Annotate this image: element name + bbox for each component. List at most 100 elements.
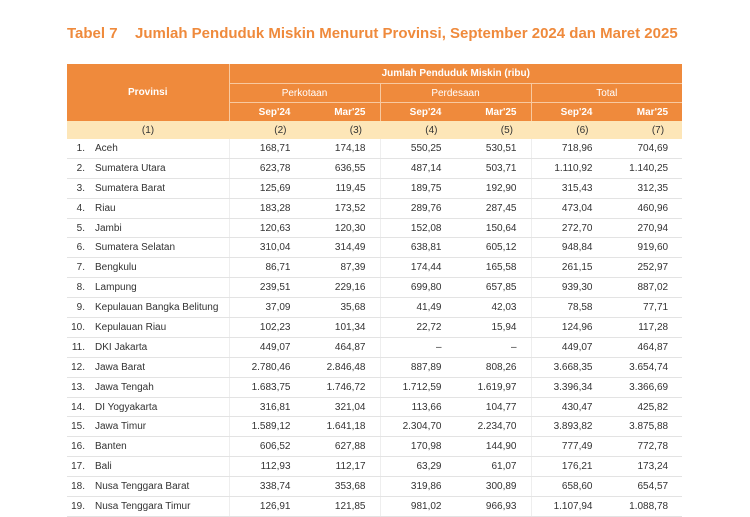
cell-total-mar25: 425,82 [606,397,683,418]
cell-total-mar25: 312,35 [606,178,683,199]
cell-perkotaan-sep24: 310,04 [228,237,305,259]
cell-total-sep24: 777,49 [530,436,607,458]
cell-total-mar25: 772,78 [606,436,683,458]
cell-total-sep24: 3.396,34 [530,377,607,398]
cell-perkotaan-sep24: 239,51 [228,277,305,299]
row-number: 6. [67,237,95,259]
cell-perdesaan-sep24: 2.304,70 [379,416,456,438]
province-name: DI Yogyakarta [95,397,229,418]
cell-total-mar25: 173,24 [606,456,683,478]
cell-perdesaan-mar25: – [455,337,531,358]
cell-perkotaan-sep24: 183,28 [228,198,305,219]
cell-total-sep24: 176,21 [530,456,607,478]
cell-perkotaan-sep24: 168,71 [228,139,305,159]
cell-perkotaan-mar25: 353,68 [304,476,380,498]
row-number: 8. [67,277,95,299]
cell-perdesaan-mar25: 605,12 [455,237,531,259]
cell-perkotaan-mar25: 314,49 [304,237,380,259]
cell-perkotaan-mar25: 120,30 [304,218,380,239]
cell-perkotaan-mar25: 112,17 [304,456,380,478]
cell-perkotaan-mar25: 87,39 [304,257,380,279]
cell-perdesaan-mar25: 144,90 [455,436,531,458]
cell-perdesaan-mar25: 150,64 [455,218,531,239]
cell-perkotaan-sep24: 316,81 [228,397,305,418]
cell-total-sep24: 1.110,92 [530,158,607,179]
table-row: 6. Sumatera Selatan 310,04 314,49 638,81 605,… [67,237,683,259]
table-row: 11. DKI Jakarta 449,07 464,87– –449,07 464,87 [67,337,683,358]
cell-total-mar25: 1.140,25 [606,158,683,179]
cell-perdesaan-mar25: 287,45 [455,198,531,219]
row-number: 2. [67,158,95,179]
cell-perdesaan-sep24: 189,75 [379,178,456,199]
cell-perdesaan-sep24: 41,49 [379,297,456,319]
province-name: Bali [95,456,229,478]
table-row: 2. Sumatera Utara 623,78 636,55 487,14 503,71… [67,158,683,179]
header-period: Sep'24 [379,102,456,121]
cell-perdesaan-mar25: 192,90 [455,178,531,199]
cell-perkotaan-mar25: 321,04 [304,397,380,418]
row-number: 3. [67,178,95,199]
cell-total-mar25: 117,28 [606,317,683,338]
cell-perkotaan-mar25: 464,87 [304,337,380,358]
cell-total-sep24: 430,47 [530,397,607,418]
column-index: (6) [531,121,607,139]
row-number: 14. [67,397,95,418]
cell-total-sep24: 261,15 [530,257,607,279]
column-index: (1) [67,121,229,139]
cell-total-sep24: 658,60 [530,476,607,498]
cell-perkotaan-sep24: 338,74 [228,476,305,498]
table-row: 13. Jawa Tengah 1.683,75 1.746,72 1.712,59 1.… [67,377,683,398]
cell-total-sep24: 473,04 [530,198,607,219]
cell-perdesaan-mar25: 42,03 [455,297,531,319]
cell-perkotaan-sep24: 86,71 [228,257,305,279]
cell-perdesaan-sep24: 289,76 [379,198,456,219]
cell-perkotaan-mar25: 174,18 [304,139,380,159]
cell-perdesaan-mar25: 104,77 [455,397,531,418]
cell-perdesaan-mar25: 2.234,70 [455,416,531,438]
table-row: 17. Bali 112,93 112,17 63,29 61,07 176,21 173,2… [67,456,683,478]
province-name: DKI Jakarta [95,337,229,358]
cell-perkotaan-sep24: 102,23 [228,317,305,338]
cell-perkotaan-sep24: 449,07 [228,337,305,358]
cell-total-mar25: 464,87 [606,337,683,358]
table-row: 4. Riau 183,28 173,52 289,76 287,45 473,04 460,… [67,198,683,219]
cell-total-mar25: 460,96 [606,198,683,219]
header-period: Mar'25 [455,102,531,121]
province-name: Jawa Tengah [95,377,229,398]
row-number: 18. [67,476,95,498]
cell-perdesaan-sep24: 319,86 [379,476,456,498]
cell-perdesaan-mar25: 530,51 [455,139,531,159]
cell-total-sep24: 78,58 [530,297,607,319]
province-name: Jambi [95,218,229,239]
cell-perkotaan-sep24: 120,63 [228,218,305,239]
cell-perkotaan-sep24: 1.589,12 [228,416,305,438]
cell-total-sep24: 939,30 [530,277,607,299]
cell-perdesaan-mar25: 61,07 [455,456,531,478]
row-number: 7. [67,257,95,279]
table-row: 14. DI Yogyakarta 316,81 321,04 113,66 104,77… [67,397,683,418]
row-number: 11. [67,337,95,358]
table-row: 7. Bengkulu 86,71 87,39 174,44 165,58 261,15 25… [67,257,683,279]
row-number: 16. [67,436,95,458]
cell-perkotaan-sep24: 623,78 [228,158,305,179]
table-row: 18. Nusa Tenggara Barat 338,74 353,68 319,86… [67,476,683,498]
header-group-total: Total [530,83,683,103]
cell-total-mar25: 77,71 [606,297,683,319]
cell-perdesaan-mar25: 300,89 [455,476,531,498]
province-name: Nusa Tenggara Barat [95,476,229,498]
province-name: Lampung [95,277,229,299]
cell-perdesaan-sep24: 170,98 [379,436,456,458]
cell-perdesaan-sep24: 1.712,59 [379,377,456,398]
cell-perkotaan-mar25: 627,88 [304,436,380,458]
cell-perdesaan-mar25: 15,94 [455,317,531,338]
header-period: Mar'25 [606,102,683,121]
cell-perdesaan-sep24: 487,14 [379,158,456,179]
header-super: Jumlah Penduduk Miskin (ribu) [228,64,683,84]
header-group-perdesaan: Perdesaan [379,83,531,103]
column-index: (4) [380,121,456,139]
cell-perkotaan-mar25: 1.641,18 [304,416,380,438]
province-name: Kepulauan Riau [95,317,229,338]
cell-total-mar25: 887,02 [606,277,683,299]
row-number: 17. [67,456,95,478]
table-row: 15. Jawa Timur 1.589,12 1.641,18 2.304,70 2.2… [67,416,683,438]
